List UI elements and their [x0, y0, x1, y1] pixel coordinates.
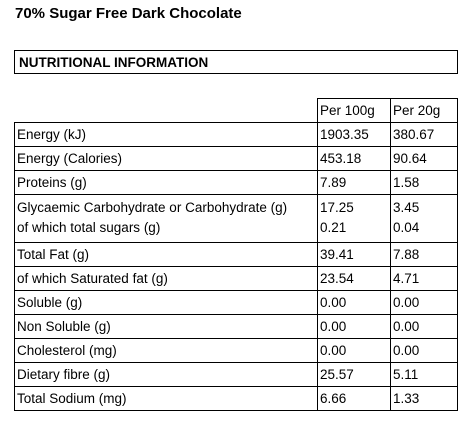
- row-sub-value-per-100g: 0.21: [320, 220, 347, 235]
- table-row: Non Soluble (g) 0.00 0.00: [14, 314, 458, 339]
- row-value-per-100g: 0.00: [317, 290, 391, 315]
- row-label: Total Fat (g): [14, 242, 318, 267]
- column-header-per-20g: Per 20g: [390, 98, 458, 123]
- row-value-per-20g: 5.11: [390, 362, 458, 387]
- row-label: of which Saturated fat (g): [14, 266, 318, 291]
- table-header-row: Per 100g Per 20g: [14, 98, 458, 123]
- row-value-per-100g: 0.00: [317, 314, 391, 339]
- row-label: Cholesterol (mg): [14, 338, 318, 363]
- section-heading-box: NUTRITIONAL INFORMATION: [14, 50, 458, 74]
- table-row: Cholesterol (mg) 0.00 0.00: [14, 338, 458, 363]
- row-sub-label: of which total sugars (g): [17, 220, 161, 235]
- row-value-per-20g: 7.88: [390, 242, 458, 267]
- row-sub-value-per-20g: 0.04: [393, 220, 420, 235]
- row-label: Proteins (g): [14, 170, 318, 195]
- table-row: of which Saturated fat (g) 23.54 4.71: [14, 266, 458, 291]
- column-header-per-100g: Per 100g: [317, 98, 391, 123]
- table-row: Total Sodium (mg) 6.66 1.33: [14, 386, 458, 411]
- row-label: Dietary fibre (g): [14, 362, 318, 387]
- row-value-per-100g: 453.18: [317, 146, 391, 171]
- row-label: Energy (Calories): [14, 146, 318, 171]
- row-value-per-100g: 17.25: [320, 200, 354, 215]
- row-value-per-20g: 380.67: [390, 122, 458, 147]
- nutrition-table: Per 100g Per 20g Energy (kJ) 1903.35 380…: [14, 98, 458, 411]
- row-label: Soluble (g): [14, 290, 318, 315]
- row-value-per-100g: 23.54: [317, 266, 391, 291]
- row-value-per-100g: 1903.35: [317, 122, 391, 147]
- header-blank-cell: [14, 98, 318, 123]
- row-label: Energy (kJ): [14, 122, 318, 147]
- row-label: Glycaemic Carbohydrate or Carbohydrate (…: [17, 200, 288, 215]
- table-row: Glycaemic Carbohydrate or Carbohydrate (…: [14, 194, 458, 243]
- row-label: Non Soluble (g): [14, 314, 318, 339]
- product-title: 70% Sugar Free Dark Chocolate: [15, 5, 242, 22]
- row-value-per-20g: 0.00: [390, 290, 458, 315]
- section-heading: NUTRITIONAL INFORMATION: [19, 54, 209, 70]
- table-row: Dietary fibre (g) 25.57 5.11: [14, 362, 458, 387]
- row-value-per-100g: 0.00: [317, 338, 391, 363]
- row-value-per-20g: 90.64: [390, 146, 458, 171]
- row-value-per-100g: 7.89: [317, 170, 391, 195]
- table-row: Proteins (g) 7.89 1.58: [14, 170, 458, 195]
- row-value-per-100g: 25.57: [317, 362, 391, 387]
- row-value-group-per-100g: 17.25 0.21: [317, 194, 391, 243]
- row-value-per-20g: 0.00: [390, 314, 458, 339]
- table-row: Soluble (g) 0.00 0.00: [14, 290, 458, 315]
- table-row: Energy (kJ) 1903.35 380.67: [14, 122, 458, 147]
- table-row: Energy (Calories) 453.18 90.64: [14, 146, 458, 171]
- table-row: Total Fat (g) 39.41 7.88: [14, 242, 458, 267]
- row-value-per-20g: 3.45: [393, 200, 420, 215]
- row-value-group-per-20g: 3.45 0.04: [390, 194, 458, 243]
- row-label: Total Sodium (mg): [14, 386, 318, 411]
- row-value-per-20g: 1.58: [390, 170, 458, 195]
- row-value-per-100g: 6.66: [317, 386, 391, 411]
- row-value-per-100g: 39.41: [317, 242, 391, 267]
- row-label-group: Glycaemic Carbohydrate or Carbohydrate (…: [14, 194, 318, 243]
- row-value-per-20g: 4.71: [390, 266, 458, 291]
- row-value-per-20g: 0.00: [390, 338, 458, 363]
- row-value-per-20g: 1.33: [390, 386, 458, 411]
